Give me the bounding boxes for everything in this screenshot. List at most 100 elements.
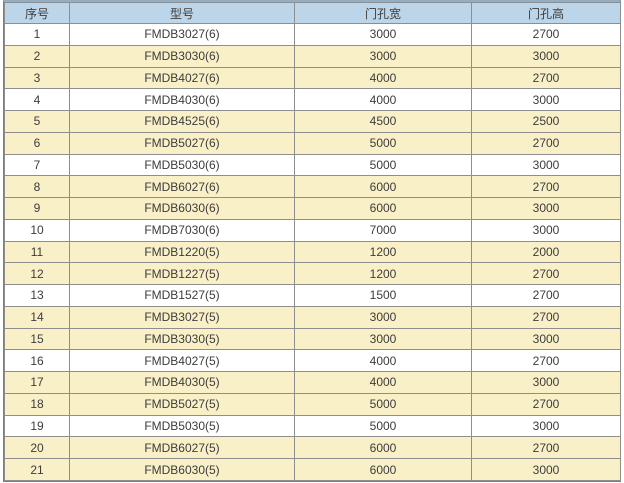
table-cell: 3000 [471,327,621,351]
table-cell: FMDB4027(5) [69,349,295,372]
table-cell: 2700 [471,131,621,155]
table-row: 13 FMDB1527(5) 1500 2700 [4,284,621,307]
table-cell: 6000 [294,458,472,481]
table-cell: 1200 [294,262,472,285]
table-cell: 5 [4,110,70,133]
table-row: 8 FMDB6027(6) 6000 2700 [4,175,621,198]
table-cell: 2000 [471,240,621,264]
table-cell: 7000 [294,218,472,242]
table-cell: 3000 [471,371,621,394]
table-cell: FMDB5030(5) [69,414,295,438]
table-cell: FMDB3030(5) [69,327,295,351]
table-cell: FMDB3030(6) [69,44,295,68]
table-cell: 2700 [471,262,621,285]
table-cell: 3000 [294,44,472,68]
table-cell: FMDB6030(5) [69,458,295,481]
table-cell: 3000 [471,218,621,242]
table-cell: FMDB5027(6) [69,131,295,155]
table-body: 1 FMDB3027(6) 3000 2700 2 FMDB3030(6) 3000 3000… [4,23,621,481]
column-header: 型号 [69,2,295,24]
table-cell: FMDB3027(5) [69,305,295,329]
table-cell: 3000 [471,197,621,220]
table-cell: 2700 [471,284,621,307]
table-row: 15 FMDB3030(5) 3000 3000 [4,327,621,351]
table-cell: 4000 [294,349,472,372]
spec-table-frame: 序号 型号 门孔宽 门孔高 1 FMDB3027(6) 3000 2700 2 FMDB3030… [3,0,621,482]
table-cell: 6000 [294,197,472,220]
column-header: 序号 [4,2,70,24]
table-cell: 18 [4,392,70,416]
table-cell: 16 [4,349,70,372]
table-row: 12 FMDB1227(5) 1200 2700 [4,262,621,285]
table-cell: 5000 [294,153,472,177]
table-row: 7 FMDB5030(6) 5000 3000 [4,153,621,177]
column-header: 门孔高 [471,2,621,24]
table-row: 20 FMDB6027(5) 6000 2700 [4,436,621,459]
table-row: 14 FMDB3027(5) 3000 2700 [4,305,621,329]
table-cell: FMDB1220(5) [69,240,295,264]
table-cell: 7 [4,153,70,177]
table-row: 21 FMDB6030(5) 6000 3000 [4,458,621,481]
table-row: 4 FMDB4030(6) 4000 3000 [4,88,621,111]
table-cell: 3000 [294,305,472,329]
table-cell: 2700 [471,349,621,372]
table-cell: 2700 [471,175,621,198]
table-cell: FMDB4030(6) [69,88,295,111]
table-cell: 11 [4,240,70,264]
table-row: 16 FMDB4027(5) 4000 2700 [4,349,621,372]
table-cell: 13 [4,284,70,307]
table-row: 6 FMDB5027(6) 5000 2700 [4,131,621,155]
table-cell: 19 [4,414,70,438]
table-cell: FMDB3027(6) [69,23,295,46]
table-cell: FMDB4027(6) [69,66,295,90]
table-cell: FMDB5027(5) [69,392,295,416]
table-cell: 2500 [471,110,621,133]
table-cell: 2 [4,44,70,68]
table-cell: 10 [4,218,70,242]
table-row: 9 FMDB6030(6) 6000 3000 [4,197,621,220]
table-cell: 1 [4,23,70,46]
table-row: 5 FMDB4525(6) 4500 2500 [4,110,621,133]
table-cell: 2700 [471,392,621,416]
table-cell: FMDB4030(5) [69,371,295,394]
table-cell: 8 [4,175,70,198]
table-cell: 5000 [294,131,472,155]
table-cell: 6000 [294,436,472,459]
table-cell: 17 [4,371,70,394]
table-cell: 2700 [471,66,621,90]
table-cell: 20 [4,436,70,459]
table-cell: 3000 [294,23,472,46]
table-cell: FMDB7030(6) [69,218,295,242]
table-cell: FMDB6027(6) [69,175,295,198]
table-cell: 2700 [471,305,621,329]
table-cell: FMDB5030(6) [69,153,295,177]
table-cell: 2700 [471,436,621,459]
table-cell: 4000 [294,88,472,111]
table-cell: FMDB1227(5) [69,262,295,285]
door-model-spec-table: 序号 型号 门孔宽 门孔高 1 FMDB3027(6) 3000 2700 2 FMDB3030… [4,2,621,481]
table-cell: 1500 [294,284,472,307]
table-row: 1 FMDB3027(6) 3000 2700 [4,23,621,46]
table-cell: 4500 [294,110,472,133]
table-cell: 6 [4,131,70,155]
table-cell: 1200 [294,240,472,264]
table-row: 3 FMDB4027(6) 4000 2700 [4,66,621,90]
table-cell: 14 [4,305,70,329]
table-cell: FMDB6030(6) [69,197,295,220]
table-row: 2 FMDB3030(6) 3000 3000 [4,44,621,68]
table-cell: 21 [4,458,70,481]
table-row: 19 FMDB5030(5) 5000 3000 [4,414,621,438]
table-row: 18 FMDB5027(5) 5000 2700 [4,392,621,416]
table-cell: 3000 [471,153,621,177]
table-cell: FMDB6027(5) [69,436,295,459]
table-cell: 3000 [294,327,472,351]
table-header: 序号 型号 门孔宽 门孔高 [4,2,621,24]
table-row: 10 FMDB7030(6) 7000 3000 [4,218,621,242]
table-cell: 15 [4,327,70,351]
table-cell: 9 [4,197,70,220]
table-cell: 5000 [294,414,472,438]
table-cell: FMDB4525(6) [69,110,295,133]
table-cell: FMDB1527(5) [69,284,295,307]
table-cell: 2700 [471,23,621,46]
column-header: 门孔宽 [294,2,472,24]
